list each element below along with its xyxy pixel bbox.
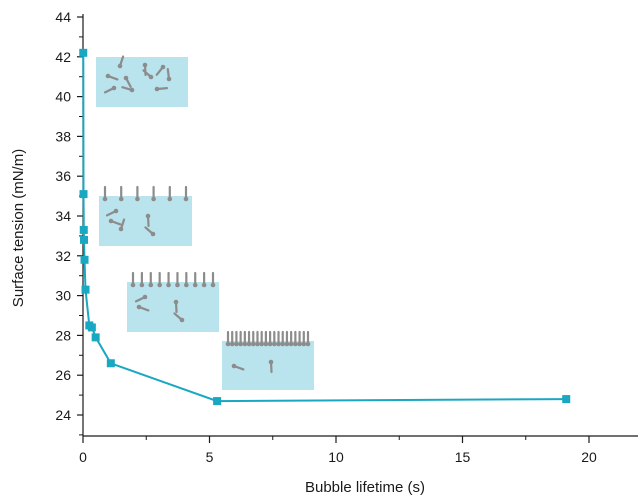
surfactant-head: [108, 218, 114, 224]
x-tick-label: 5: [206, 449, 214, 465]
inset-solution-box: [222, 341, 314, 390]
y-axis-title: Surface tension (mN/m): [10, 149, 27, 307]
y-tick-label: 32: [55, 248, 71, 264]
surfactant-head: [231, 363, 237, 369]
inset-dispersed: [96, 55, 188, 107]
surfactant-head: [135, 196, 140, 202]
surfactant-head: [229, 341, 235, 347]
surfactant-head: [234, 341, 239, 347]
surfactant-head: [183, 196, 189, 202]
surfactant-head: [123, 75, 129, 81]
data-point: [79, 48, 88, 57]
surfactant-head: [142, 294, 148, 300]
surfactant-head: [105, 73, 111, 79]
y-tick-label: 24: [55, 407, 71, 423]
surfactant-head: [284, 341, 290, 347]
surfactant-head: [118, 196, 124, 202]
surfactant-head: [242, 341, 248, 347]
surfactant-head: [297, 341, 302, 347]
y-tick-label: 40: [55, 89, 71, 105]
data-point: [81, 285, 90, 294]
surfactant-head: [118, 226, 124, 232]
surfactant-head: [272, 341, 277, 347]
surfactant-head: [148, 74, 154, 80]
y-tick-label: 28: [55, 327, 71, 343]
series: [79, 48, 571, 406]
data-point: [106, 359, 115, 368]
surfactant-head: [250, 341, 256, 347]
surfactant-head: [117, 63, 123, 69]
surfactant-head: [259, 341, 264, 347]
surfactant-head: [255, 341, 260, 347]
data-point: [80, 255, 89, 264]
tick-marks: 0 5 10 15 20 24 26 28 30 32 34 36 38 40 42 44: [55, 9, 597, 465]
inset-solution-box: [99, 196, 192, 246]
y-tick-label: 38: [55, 128, 71, 144]
surfactant-head: [157, 282, 162, 288]
surfactant-head: [293, 341, 298, 347]
surfactant-head: [301, 341, 307, 347]
data-point: [80, 235, 89, 244]
surfactant-head: [150, 231, 156, 237]
x-tick-label: 0: [79, 449, 87, 465]
y-tick-label: 44: [55, 9, 71, 25]
inset-few-adsorbed: [99, 185, 192, 246]
data-point: [79, 225, 88, 234]
surfactant-head: [102, 196, 108, 202]
y-tick-label: 26: [55, 367, 71, 383]
y-tick-label: 34: [55, 208, 71, 224]
surfactant-head: [238, 341, 243, 347]
data-point: [79, 190, 88, 199]
surfactant-head: [184, 282, 189, 288]
series-line: [82, 52, 567, 403]
data-point: [91, 333, 100, 342]
x-tick-label: 10: [328, 449, 344, 465]
x-axis-title: Bubble lifetime (s): [305, 479, 425, 496]
surfactant-head: [280, 341, 286, 347]
surfactant-head: [129, 87, 135, 93]
surfactant-head: [179, 317, 185, 323]
surfactant-head: [148, 282, 154, 288]
surfactant-head: [288, 341, 294, 347]
surfactant-head: [113, 208, 119, 214]
x-tick-label: 20: [581, 449, 597, 465]
surfactant-head: [130, 282, 136, 288]
surfactant-head: [268, 359, 274, 365]
surfactant-head: [142, 62, 148, 68]
surfactant-head: [173, 299, 179, 305]
surfactant-head: [166, 76, 172, 82]
surfactant-head: [276, 341, 281, 347]
surfactant-head: [167, 196, 173, 202]
y-tick-label: 42: [55, 49, 71, 65]
inset-illustrations: [96, 55, 314, 390]
surfactant-head: [263, 341, 269, 347]
surfactant-head: [246, 341, 252, 347]
surfactant-head: [201, 282, 207, 288]
surfactant-head: [139, 282, 145, 288]
data-point: [213, 397, 222, 406]
data-point: [562, 395, 571, 404]
surfactant-head: [305, 341, 311, 347]
surfactant-head: [166, 282, 171, 288]
y-tick-label: 30: [55, 288, 71, 304]
data-point: [87, 323, 96, 332]
inset-solution-box: [127, 282, 219, 332]
surfactant-head: [160, 64, 166, 70]
y-tick-label: 36: [55, 168, 71, 184]
surfactant-head: [151, 196, 156, 202]
inset-saturated: [222, 330, 314, 390]
surfactant-head: [175, 282, 180, 288]
surfactant-head: [225, 341, 231, 347]
x-tick-label: 15: [455, 449, 471, 465]
surfactant-head: [210, 282, 216, 288]
inset-solution-box: [96, 57, 188, 107]
surfactant-head: [136, 304, 142, 310]
surfactant-head: [267, 341, 273, 347]
surfactant-head: [145, 213, 151, 219]
inset-more-adsorbed: [127, 271, 219, 332]
surfactant-head: [154, 86, 160, 92]
surfactant-head: [192, 282, 198, 288]
surfactant-head: [111, 85, 117, 91]
